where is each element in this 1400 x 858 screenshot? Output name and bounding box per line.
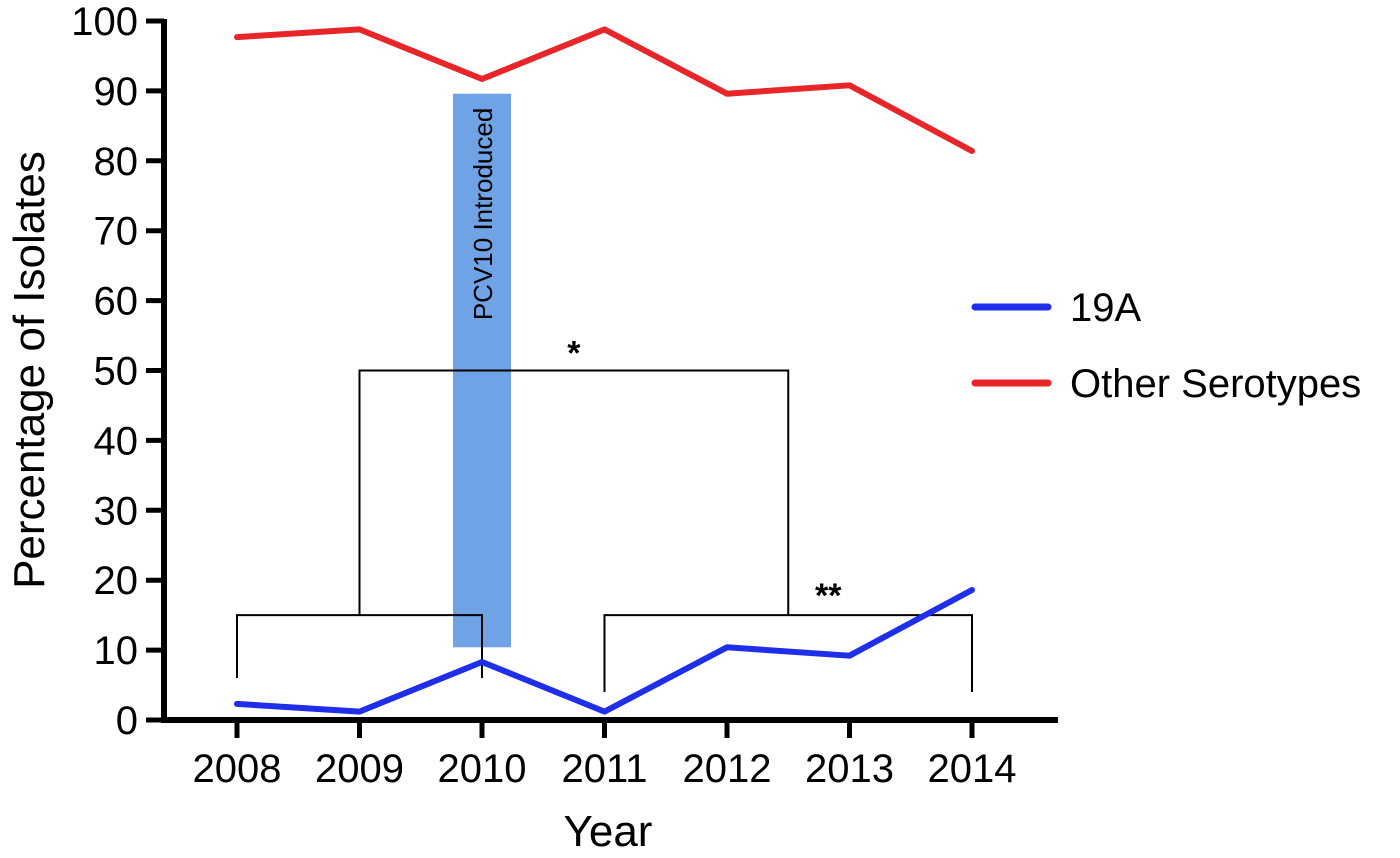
y-tick-label: 90 xyxy=(94,70,139,114)
x-tick-label: 2014 xyxy=(928,747,1017,791)
y-tick-label: 0 xyxy=(116,699,138,743)
significance-bracket-layer: *** xyxy=(236,335,973,693)
legend-item-other-serotypes: Other Serotypes xyxy=(971,362,1361,406)
bracket-upper xyxy=(358,369,790,616)
x-tick-label: 2010 xyxy=(438,747,527,791)
significance-label-lower: ** xyxy=(815,577,842,615)
y-tick-label: 60 xyxy=(94,280,139,324)
x-tick-label: 2008 xyxy=(193,747,282,791)
y-tick-label: 100 xyxy=(71,0,138,44)
y-tick-label: 70 xyxy=(94,210,139,254)
axis-layer: 0 10 20 30 40 50 60 70 80 90 100 2008 2009 2010 2011 20… xyxy=(71,0,1058,791)
y-tick-label: 30 xyxy=(94,489,139,533)
annotation-band-label: PCV10 Introduced xyxy=(468,108,498,320)
y-tick-label: 80 xyxy=(94,140,139,184)
x-tick-label: 2011 xyxy=(561,747,647,791)
series-layer xyxy=(234,26,975,715)
series-line-other-serotypes xyxy=(234,26,975,155)
y-tick-label: 40 xyxy=(94,419,139,463)
legend-item-19a: 19A xyxy=(971,286,1141,330)
x-tick-label: 2012 xyxy=(683,747,772,791)
y-tick-label: 50 xyxy=(94,350,139,394)
legend-label-other-serotypes: Other Serotypes xyxy=(1070,362,1361,406)
significance-label-upper: * xyxy=(567,335,581,373)
y-tick-label: 10 xyxy=(94,629,139,673)
bracket-left-group xyxy=(236,614,483,679)
y-tick-label: 20 xyxy=(94,559,139,603)
legend-label-19a: 19A xyxy=(1070,286,1141,330)
x-tick-label: 2009 xyxy=(315,747,404,791)
legend: 19A Other Serotypes xyxy=(971,286,1361,406)
x-axis-title: Year xyxy=(564,807,653,856)
x-tick-label: 2013 xyxy=(805,747,894,791)
y-axis-title: Percentage of Isolates xyxy=(5,151,54,589)
series-line-19a xyxy=(234,586,975,715)
